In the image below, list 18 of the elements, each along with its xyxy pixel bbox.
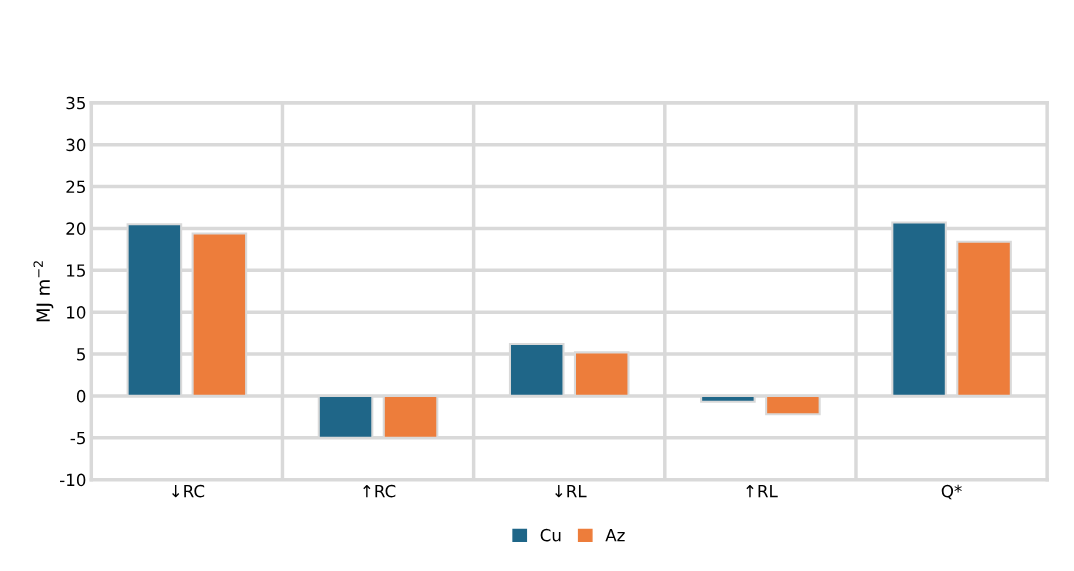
y-tick-label: 30 (66, 138, 86, 152)
x-tick-label: Q* (941, 484, 962, 500)
y-tick-label: 25 (66, 180, 85, 194)
y-tick-label: 35 (66, 96, 85, 110)
y-tick-label: 0 (76, 389, 86, 403)
y-axis-title: MJ m$^{−2}$ (33, 261, 54, 322)
y-tick-label: 15 (67, 264, 85, 277)
y-tick-label: -10 (60, 473, 86, 487)
x-tick-label: ↓RL (555, 485, 587, 498)
y-tick-label: 10 (67, 306, 86, 319)
y-tick-label: 20 (66, 222, 86, 235)
x-tick-label: ↑RL (746, 484, 778, 498)
y-tick-label: 5 (77, 348, 85, 361)
x-tick-label: ↑RC (363, 484, 396, 498)
legend-label: Cu (540, 528, 561, 542)
legend-label: Az (605, 529, 625, 542)
y-tick-label: -5 (70, 431, 85, 445)
x-tick-label: ↓RC (172, 484, 205, 498)
